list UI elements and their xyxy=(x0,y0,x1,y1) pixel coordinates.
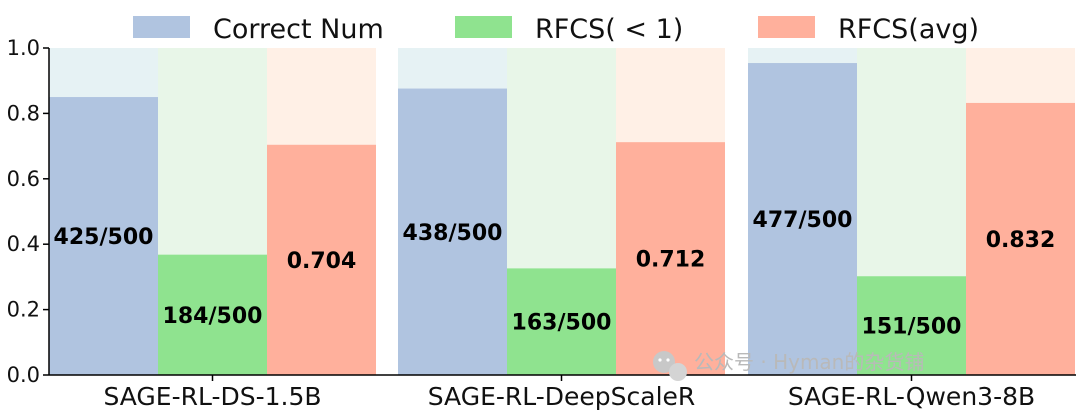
watermark: 公众号 · Hyman的杂货铺 xyxy=(653,350,924,381)
bar-3-1 xyxy=(748,63,857,376)
legend-swatch-3 xyxy=(758,16,815,38)
legend-label-3: RFCS(avg) xyxy=(838,14,979,45)
bar-1-2 xyxy=(158,254,267,375)
bar-label-3-2: 151/500 xyxy=(862,315,962,340)
bar-label-2-2: 163/500 xyxy=(512,311,612,336)
bar-1-1 xyxy=(49,97,158,376)
bar-2-2 xyxy=(507,268,616,375)
x-tick-label-2: SAGE-RL-DeepScaleR xyxy=(428,382,696,411)
axes: 0.0 0.2 0.4 0.6 0.8 1.0 SAGE-RL-DS-1.5B SAGE-RL… xyxy=(7,36,1076,411)
y-tick-label-6: 1.0 xyxy=(7,36,40,60)
legend-label-2: RFCS( < 1) xyxy=(535,14,683,45)
wechat-icon xyxy=(653,351,687,381)
y-tick-label-1: 0.0 xyxy=(7,363,40,387)
bar-label-1-3: 0.704 xyxy=(287,249,357,274)
bar-label-3-1: 477/500 xyxy=(753,208,853,233)
bar-1-3 xyxy=(267,144,376,375)
bars xyxy=(49,63,1075,376)
y-tick-label-3: 0.4 xyxy=(7,232,40,256)
x-tick-label-3: SAGE-RL-Qwen3-8B xyxy=(788,382,1035,411)
legend-swatch-2 xyxy=(455,16,512,38)
bar-label-2-1: 438/500 xyxy=(403,221,503,246)
legend-label-1: Correct Num xyxy=(213,14,384,45)
bar-3-2 xyxy=(857,276,966,375)
bar-2-3 xyxy=(616,142,725,375)
bar-label-3-3: 0.832 xyxy=(986,228,1056,253)
y-tick-label-2: 0.2 xyxy=(7,298,40,322)
bar-label-1-2: 184/500 xyxy=(163,304,263,329)
watermark-text: 公众号 · Hyman的杂货铺 xyxy=(694,350,924,374)
bar-2-1 xyxy=(398,88,507,375)
legend: Correct Num RFCS( < 1) RFCS(avg) xyxy=(133,14,979,45)
y-tick-label-4: 0.6 xyxy=(7,167,40,191)
bar-label-1-1: 425/500 xyxy=(54,225,154,250)
bar-3-3 xyxy=(966,102,1075,375)
legend-swatch-1 xyxy=(133,16,190,38)
x-tick-label-1: SAGE-RL-DS-1.5B xyxy=(103,382,321,411)
y-tick-label-5: 0.8 xyxy=(7,101,40,125)
bar-labels: 425/500 184/500 0.704 438/500 163/500 0.712 47… xyxy=(54,208,1056,340)
bar-label-2-3: 0.712 xyxy=(636,248,706,273)
